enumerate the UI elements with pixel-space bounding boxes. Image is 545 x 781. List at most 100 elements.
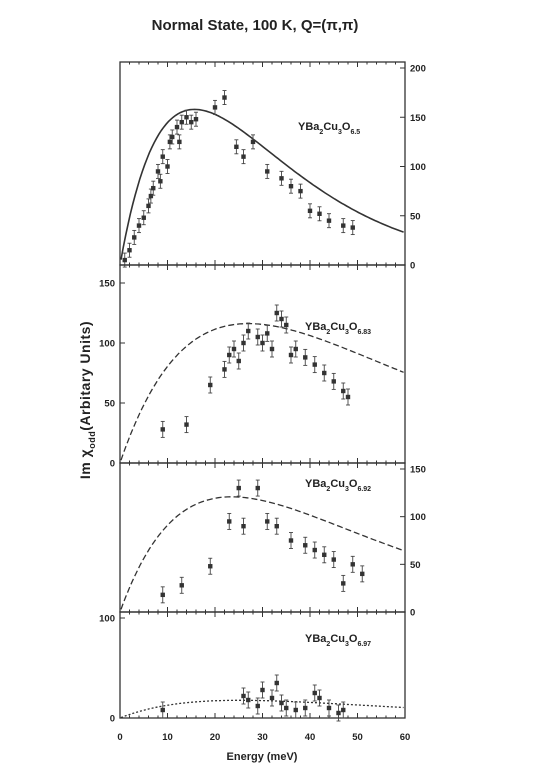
sample-label-subscript: 3 xyxy=(345,641,349,648)
data-point xyxy=(212,105,218,110)
panel-2: 0 50 100 150 YBa2Cu3O6.83 xyxy=(99,264,406,470)
y-tick-label: 150 xyxy=(410,113,426,124)
data-point xyxy=(341,707,346,713)
data-point xyxy=(241,693,246,699)
data-point xyxy=(241,340,246,346)
data-point xyxy=(341,388,346,394)
sample-label-subscript: 6.5 xyxy=(350,129,360,136)
data-point xyxy=(274,680,279,686)
data-point xyxy=(155,169,161,174)
sample-label: YBa2Cu3O6.83 xyxy=(305,321,371,336)
y-tick-label: 100 xyxy=(410,512,426,523)
data-point xyxy=(208,382,213,388)
data-point xyxy=(255,334,260,340)
data-point xyxy=(174,124,180,130)
y-tick-label: 100 xyxy=(99,339,115,350)
sample-label-part: O xyxy=(349,321,358,333)
data-point xyxy=(260,340,265,346)
panel-1: 0 50 100 150 200 YBa2Cu3O6.5 xyxy=(119,61,426,272)
data-point xyxy=(184,422,189,427)
data-point xyxy=(312,690,317,696)
data-point xyxy=(303,543,308,548)
sample-label-subscript: 2 xyxy=(326,641,330,648)
data-point xyxy=(241,154,246,159)
sample-label-subscript: 2 xyxy=(326,329,330,336)
panel-3: 0 50 100 150 YBa2Cu3O6.92 xyxy=(119,462,426,619)
y-tick-label: 150 xyxy=(410,465,426,476)
data-point xyxy=(234,144,239,149)
y-tick-label: 50 xyxy=(104,399,115,410)
sample-label: YBa2Cu3O6.97 xyxy=(305,633,371,648)
data-point xyxy=(326,218,332,223)
y-tick-label: 0 xyxy=(110,714,115,725)
data-point xyxy=(127,248,132,253)
sample-label-part: YBa xyxy=(305,478,327,490)
data-point xyxy=(288,352,294,358)
data-point xyxy=(241,524,246,529)
data-point xyxy=(246,328,251,334)
y-tick-label: 0 xyxy=(410,261,415,272)
data-point xyxy=(350,225,355,230)
data-point xyxy=(136,223,142,228)
data-point xyxy=(269,695,275,701)
data-point xyxy=(193,117,199,122)
sample-label-subscript: 2 xyxy=(326,486,330,493)
x-tick-label: 10 xyxy=(162,732,173,743)
sample-label-part: O xyxy=(349,633,358,645)
data-point xyxy=(322,370,327,376)
sample-label-part: YBa xyxy=(305,321,327,333)
sample-label-part: O xyxy=(342,121,351,133)
sample-label-part: YBa xyxy=(305,633,327,645)
x-tick-label: 40 xyxy=(305,732,316,743)
sample-label-subscript: 3 xyxy=(345,329,349,336)
data-point xyxy=(179,583,184,588)
panels: 050100150200YBa2Cu3O6.5050100150YBa2Cu3O… xyxy=(99,61,426,725)
x-tick-label: 50 xyxy=(352,732,363,743)
y-axis-label: Im χodd(Arbitary Units) xyxy=(77,321,97,479)
data-point xyxy=(160,427,165,432)
y-tick-label: 50 xyxy=(410,211,421,222)
data-point xyxy=(350,562,355,567)
data-point xyxy=(317,695,322,701)
data-point xyxy=(222,367,227,372)
data-point xyxy=(165,164,170,169)
data-point xyxy=(288,538,294,543)
data-point xyxy=(208,564,213,569)
data-point xyxy=(279,700,284,706)
data-point xyxy=(236,358,241,364)
data-point xyxy=(250,139,256,145)
data-point xyxy=(189,119,194,125)
sample-label-part: Cu xyxy=(323,121,338,133)
y-tick-label: 150 xyxy=(99,279,115,290)
y-axis-label-pre: Im χ xyxy=(77,449,93,479)
data-point xyxy=(132,235,137,240)
data-point xyxy=(255,703,260,709)
y-tick-label: 0 xyxy=(410,608,415,619)
y-tick-label: 100 xyxy=(410,162,426,173)
data-point xyxy=(170,134,175,140)
y-tick-label: 50 xyxy=(410,560,421,571)
data-point xyxy=(255,485,260,491)
data-point xyxy=(260,687,265,693)
data-point xyxy=(331,557,336,562)
data-point xyxy=(167,139,173,145)
x-tick-label: 20 xyxy=(210,732,221,743)
data-point xyxy=(303,355,308,360)
data-point xyxy=(177,139,182,145)
sample-label: YBa2Cu3O6.5 xyxy=(298,121,360,136)
sample-label-part: Cu xyxy=(330,321,345,333)
data-point xyxy=(246,697,251,703)
fit-curve xyxy=(120,108,404,260)
sample-label-part: Cu xyxy=(330,478,345,490)
data-point xyxy=(160,707,165,713)
data-point xyxy=(146,203,151,209)
data-point xyxy=(345,394,351,400)
y-axis-label-sub: odd xyxy=(87,431,97,449)
data-point xyxy=(227,519,232,524)
data-point xyxy=(265,331,270,336)
data-point xyxy=(293,346,298,352)
data-point xyxy=(274,310,279,316)
fit-curve xyxy=(120,699,404,719)
sample-label-part: Cu xyxy=(330,633,345,645)
